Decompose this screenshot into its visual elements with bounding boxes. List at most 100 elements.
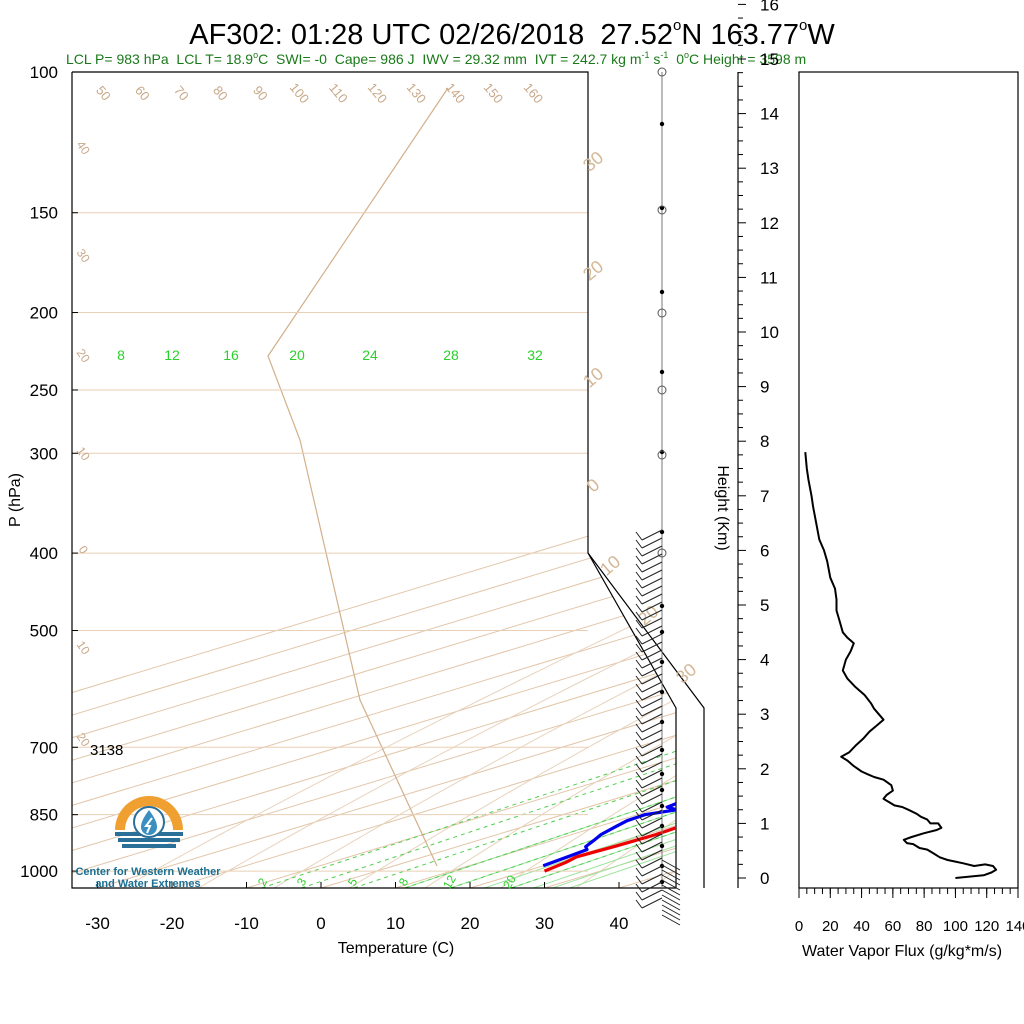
logo-line-1: Center for Western Weather [75, 866, 221, 878]
isotherm-line [72, 72, 676, 888]
dry-adiabat-label: 110 [326, 80, 351, 106]
height-tick-label: 12 [760, 214, 779, 233]
dry-adiabat-label: 140 [443, 80, 468, 106]
height-tick-label: 13 [760, 159, 779, 178]
wind-barb [641, 577, 663, 589]
wind-barb-flag [635, 587, 643, 597]
lcl-pressure: LCL P= 983 hPa [66, 51, 169, 67]
wind-barb [641, 785, 663, 797]
wind-marker [659, 603, 665, 609]
wind-barb [641, 833, 663, 845]
wind-barb-flag [635, 851, 643, 861]
wind-barb [641, 801, 663, 813]
height-tick-label: 7 [760, 487, 769, 506]
wind-barb [641, 881, 663, 893]
flux-x-tick-label: 140 [1005, 918, 1024, 935]
plot-frames [71, 71, 705, 889]
wind-barb-flag [635, 739, 643, 749]
saturation-mixing-ratio-line [301, 699, 676, 888]
wind-barb-flag [635, 579, 643, 589]
cw3e-logo [115, 796, 183, 848]
wind-barb-lower [661, 894, 681, 906]
mixing-ratio-line [569, 360, 676, 888]
wind-barb-lower [661, 859, 681, 871]
dry-adiabat-label: 160 [521, 80, 546, 106]
wind-barb-flag [635, 867, 643, 877]
wind-barb [641, 745, 663, 757]
mixing-ratio-bottom-label: 20 [500, 872, 519, 891]
saturation-mixing-ratio-line [353, 699, 676, 888]
dry-adiabat [122, 72, 676, 888]
height-tick-label: 14 [760, 105, 779, 124]
title-lat: 27.52 [600, 19, 673, 51]
wind-barb [641, 633, 663, 645]
x-tick-label: -20 [160, 914, 185, 933]
isotherm-line [395, 72, 676, 888]
wind-barb [641, 769, 663, 781]
thermodynamic-background [72, 72, 676, 888]
wind-barb [641, 761, 663, 773]
y-tick-label: 1000 [20, 862, 58, 881]
logo-text: Center for Western Weather and Water Ext… [70, 866, 226, 890]
wind-barb-lower [661, 879, 681, 891]
wind-barb-flag [635, 835, 643, 845]
mixing-ratio-label: 24 [362, 347, 378, 363]
dry-adiabat-label: 100 [287, 80, 312, 106]
isotherm-line [72, 72, 676, 888]
height-tick-label: 0 [760, 869, 769, 888]
isotherm-line [97, 72, 676, 888]
mixing-ratio-label: 32 [527, 347, 543, 363]
mixing-ratio-bottom-label: 12 [440, 872, 459, 891]
wind-barb [641, 657, 663, 669]
dry-adiabat [198, 72, 676, 888]
wind-barb-flag [635, 691, 643, 701]
wind-barb [641, 673, 663, 685]
wind-barb [641, 777, 663, 789]
iwv-value: IWV = 29.32 mm [422, 51, 527, 67]
height-tick-label: 10 [760, 323, 779, 342]
mixing-ratio-label: 28 [443, 347, 459, 363]
wind-barb-flag [635, 755, 643, 765]
mixing-ratio-line [533, 360, 676, 888]
wind-barb [641, 809, 663, 821]
wind-barb-flag [635, 795, 643, 805]
y-tick-label: 400 [30, 544, 58, 563]
cape-value: Cape= 986 J [334, 51, 415, 67]
title-lat-hem: N [681, 19, 703, 51]
mixing-ratio-line [404, 360, 676, 888]
wind-barb [641, 793, 663, 805]
height-tick-label: 5 [760, 596, 769, 615]
wind-barb-flag [635, 539, 643, 549]
wind-barb [641, 681, 663, 693]
wind-barb [641, 865, 663, 877]
isotherm-line [72, 72, 676, 888]
height-tick-label: 11 [760, 268, 778, 287]
wind-marker [659, 121, 665, 127]
isotherm-line [72, 72, 676, 888]
dry-adiabat [349, 72, 676, 888]
saturation-mixing-ratio-line [450, 699, 676, 888]
y-tick-label: 100 [30, 63, 58, 82]
mixing-ratio-label: 12 [164, 347, 180, 363]
swi-value: SWI= -0 [276, 51, 327, 67]
ivt-value: IVT = 242.7 kg m-1 s-1 [534, 50, 669, 67]
isotherm-label-left: 30 [74, 246, 93, 265]
y-tick-label: 850 [30, 806, 58, 825]
calm-wind-marker [657, 308, 667, 318]
wind-barb-flag [635, 619, 643, 629]
flux-x-tick-label: 80 [916, 918, 933, 935]
wind-barb-lower [661, 864, 681, 876]
x-tick-label: 0 [316, 914, 325, 933]
reference-curve [267, 87, 449, 867]
wind-barb-flag [635, 827, 643, 837]
wind-barb-flag [635, 715, 643, 725]
wind-barb-flag [635, 571, 643, 581]
sounding-diagnostics: LCL P= 983 hPa LCL T= 18.9oC SWI= -0 Cap… [66, 50, 806, 67]
isotherm-label-left: 40 [74, 138, 93, 157]
wind-barb-lower [661, 914, 681, 926]
wind-barb [641, 849, 663, 861]
wind-barb-flag [635, 547, 643, 557]
wind-barb-flag [635, 595, 643, 605]
wind-barb [641, 841, 663, 853]
wind-marker [659, 289, 665, 295]
